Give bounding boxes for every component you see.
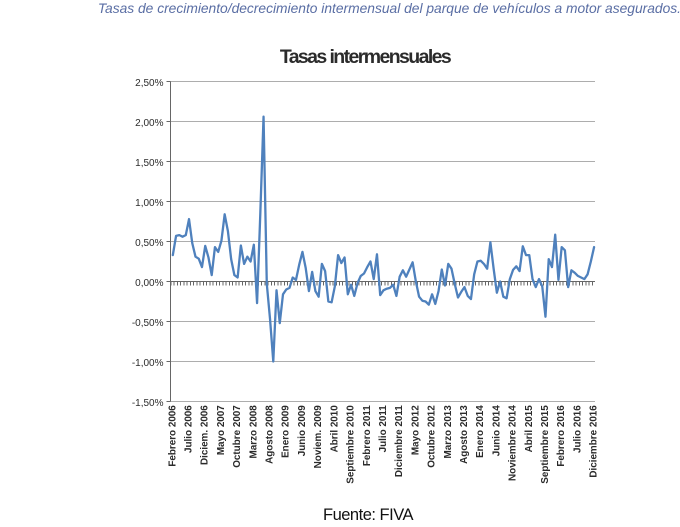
svg-text:-0,50%: -0,50% xyxy=(132,318,164,329)
svg-text:Junio 2009: Junio 2009 xyxy=(297,405,308,457)
svg-text:Mayo 2012: Mayo 2012 xyxy=(410,405,421,455)
svg-text:0,00%: 0,00% xyxy=(135,278,163,289)
svg-text:Diciem. 2006: Diciem. 2006 xyxy=(200,405,211,465)
svg-text:Febrero 2006: Febrero 2006 xyxy=(167,405,178,467)
svg-text:Julio 2006: Julio 2006 xyxy=(184,405,195,453)
svg-text:Diciembre 2011: Diciembre 2011 xyxy=(394,405,405,477)
svg-text:Noviembre 2014: Noviembre 2014 xyxy=(508,405,519,481)
svg-text:Diciembre 2016: Diciembre 2016 xyxy=(589,405,600,478)
svg-text:Julio 2011: Julio 2011 xyxy=(378,405,389,453)
svg-text:Octubre 2007: Octubre 2007 xyxy=(232,405,243,468)
svg-text:Septiembre 2010: Septiembre 2010 xyxy=(346,405,357,484)
svg-text:Tasas intermensuales: Tasas intermensuales xyxy=(280,46,452,68)
svg-text:Enero 2009: Enero 2009 xyxy=(281,405,292,458)
svg-text:Julio 2016: Julio 2016 xyxy=(572,405,583,453)
svg-text:1,00%: 1,00% xyxy=(135,198,163,209)
svg-text:Marzo 2008: Marzo 2008 xyxy=(248,405,259,459)
svg-text:Noviem. 2009: Noviem. 2009 xyxy=(313,405,324,469)
svg-text:Abril 2010: Abril 2010 xyxy=(329,405,340,453)
svg-text:Febrero 2016: Febrero 2016 xyxy=(556,405,567,467)
svg-text:Septiembre 2015: Septiembre 2015 xyxy=(540,405,551,484)
svg-text:Febrero 2011: Febrero 2011 xyxy=(362,405,373,466)
svg-text:Agosto 2013: Agosto 2013 xyxy=(459,405,470,464)
svg-text:2,50%: 2,50% xyxy=(135,78,163,89)
svg-text:2,00%: 2,00% xyxy=(135,118,163,129)
svg-text:Enero 2014: Enero 2014 xyxy=(475,405,486,458)
svg-text:1,50%: 1,50% xyxy=(135,158,163,169)
svg-text:Junio 2014: Junio 2014 xyxy=(491,405,502,457)
svg-text:0,50%: 0,50% xyxy=(135,238,163,249)
svg-text:Abril 2015: Abril 2015 xyxy=(524,405,535,453)
svg-text:-1,00%: -1,00% xyxy=(132,358,164,369)
svg-text:Mayo 2007: Mayo 2007 xyxy=(216,405,227,455)
svg-text:Agosto 2008: Agosto 2008 xyxy=(265,405,276,464)
svg-text:Marzo 2013: Marzo 2013 xyxy=(443,405,454,459)
svg-text:-1,50%: -1,50% xyxy=(132,398,164,409)
svg-text:Octubre 2012: Octubre 2012 xyxy=(427,405,438,468)
